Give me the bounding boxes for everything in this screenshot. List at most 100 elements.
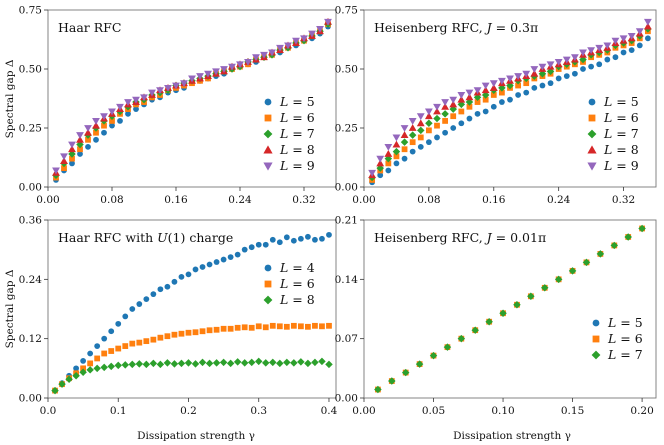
data-point	[400, 125, 409, 132]
data-point	[457, 95, 466, 103]
data-point	[101, 122, 107, 129]
data-point	[178, 273, 185, 280]
data-point	[644, 35, 651, 42]
legend-label: L = 5	[603, 94, 639, 109]
data-point	[408, 117, 417, 125]
data-point	[388, 377, 396, 385]
x-tick-label: 0.3	[250, 405, 267, 417]
data-point	[254, 357, 263, 366]
data-point	[297, 358, 305, 366]
data-point	[539, 82, 546, 89]
data-point	[150, 336, 157, 343]
panel-3: 0.0 0.1 0.2 0.3 0.4 0.00 0.12 0.24 0.36 Haar RFC …	[19, 215, 338, 418]
legend-marker	[264, 280, 272, 288]
x-tick-label: 0.00	[352, 405, 375, 417]
data-point	[433, 103, 441, 111]
data-point	[69, 155, 75, 162]
data-point	[276, 44, 284, 52]
data-point	[457, 92, 466, 99]
data-point	[541, 284, 549, 292]
data-point	[220, 325, 227, 332]
y-tick-label: 0.36	[19, 215, 43, 227]
data-point	[124, 99, 132, 106]
data-point	[376, 155, 385, 163]
data-point	[582, 258, 591, 267]
data-point	[624, 233, 632, 241]
data-point	[546, 61, 555, 69]
data-point	[228, 63, 236, 71]
data-point	[319, 323, 325, 330]
data-point	[79, 368, 87, 377]
data-point	[77, 151, 83, 157]
data-point	[116, 103, 124, 111]
data-point	[312, 236, 318, 243]
data-point	[185, 271, 192, 278]
data-point	[555, 75, 562, 82]
data-point	[547, 80, 554, 87]
data-point	[135, 360, 144, 368]
data-point	[206, 327, 213, 334]
data-point	[392, 140, 401, 148]
data-point	[180, 80, 188, 88]
data-point	[121, 361, 130, 369]
legend-label: L = 8	[279, 142, 315, 157]
data-point	[177, 359, 186, 368]
data-point	[466, 103, 473, 110]
legend-label: L = 9	[603, 158, 639, 173]
data-point	[498, 99, 505, 105]
data-point	[86, 366, 94, 374]
data-point	[324, 18, 332, 26]
data-point	[122, 343, 129, 349]
x-tick-label: 0.08	[417, 194, 440, 206]
data-point	[433, 107, 441, 115]
data-point	[290, 322, 297, 329]
data-point	[424, 108, 433, 116]
data-point	[522, 70, 531, 78]
data-point	[125, 110, 131, 117]
data-point	[450, 113, 457, 120]
data-point	[133, 106, 139, 113]
data-point	[108, 328, 115, 335]
data-point	[171, 278, 178, 285]
y-tick-label: 0.50	[19, 64, 42, 76]
data-point	[596, 250, 605, 258]
legend-marker	[263, 162, 273, 171]
y-tick-label: 0.25	[335, 123, 358, 135]
data-point	[392, 134, 401, 142]
data-point	[143, 338, 150, 345]
data-point	[499, 309, 507, 317]
data-point	[392, 147, 401, 156]
data-point	[212, 359, 221, 367]
data-point	[490, 103, 497, 110]
legend-marker	[591, 350, 601, 360]
legend-marker	[592, 335, 600, 343]
data-point	[69, 160, 75, 167]
data-point	[114, 361, 122, 370]
data-point	[84, 128, 92, 136]
data-point	[192, 329, 199, 336]
data-point	[434, 122, 440, 129]
data-point	[465, 98, 474, 106]
data-point	[498, 89, 505, 96]
data-point	[643, 18, 652, 26]
data-point	[474, 110, 481, 117]
data-point	[417, 126, 425, 135]
legend-label: L = 9	[279, 158, 315, 173]
data-point	[164, 283, 171, 290]
data-point	[192, 266, 199, 273]
data-point	[579, 55, 587, 64]
data-point	[481, 86, 490, 94]
x-tick-label: 0.20	[630, 405, 653, 417]
data-point	[220, 66, 228, 73]
data-point	[588, 63, 595, 70]
data-point	[76, 140, 84, 149]
data-point	[465, 89, 474, 97]
data-point	[72, 372, 80, 380]
data-point	[140, 94, 148, 102]
x-tick-label: 0.4	[321, 405, 338, 417]
data-point	[185, 329, 192, 336]
data-point	[68, 145, 76, 153]
data-point	[178, 330, 185, 337]
data-point	[312, 322, 318, 329]
data-point	[213, 326, 220, 333]
